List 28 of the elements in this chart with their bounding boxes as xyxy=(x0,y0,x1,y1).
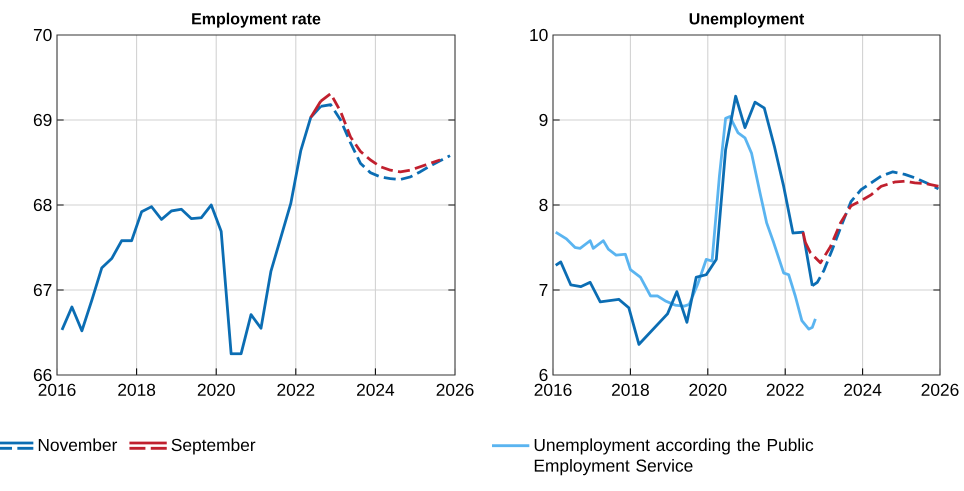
x-tick-label: 2018 xyxy=(612,384,649,396)
y-tick-label: 9 xyxy=(539,114,548,126)
line-series xyxy=(554,115,817,330)
y-tick-label: 69 xyxy=(34,114,52,126)
x-tick-label: 2024 xyxy=(357,384,394,396)
y-tick-label: 66 xyxy=(34,368,52,382)
y-tick-label: 70 xyxy=(34,28,52,42)
y-tick-label: 67 xyxy=(34,284,52,296)
x-tick-label: 2026 xyxy=(922,384,959,396)
chart-title: Employment rate xyxy=(192,12,320,28)
y-tick-label: 6 xyxy=(540,368,548,382)
x-tick-label: 2020 xyxy=(198,384,235,396)
y-tick-label: 10 xyxy=(530,28,548,42)
x-tick-label: 2016 xyxy=(534,384,572,396)
chart-title: Unemployment xyxy=(690,12,804,28)
legend-label: November xyxy=(38,438,118,452)
legend-label: September xyxy=(172,438,256,455)
y-tick-label: 8 xyxy=(539,198,548,212)
x-tick-label: 2022 xyxy=(277,384,314,396)
x-tick-label: 2022 xyxy=(766,384,804,396)
x-tick-label: 2026 xyxy=(436,384,474,396)
x-tick-label: 2024 xyxy=(844,384,882,396)
x-tick-label: 2016 xyxy=(38,384,76,396)
x-tick-label: 2020 xyxy=(689,384,726,396)
y-tick-label: 7 xyxy=(540,284,548,296)
y-tick-label: 68 xyxy=(34,198,52,212)
x-tick-label: 2018 xyxy=(118,384,156,396)
legend-label: Unemployment according the Public Employment Service xyxy=(534,438,814,476)
